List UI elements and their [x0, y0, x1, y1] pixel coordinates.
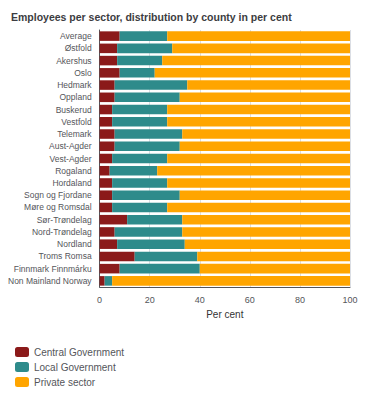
svg-text:Central Government: Central Government	[34, 347, 124, 358]
svg-text:Non Mainland Norway: Non Mainland Norway	[8, 276, 92, 286]
svg-text:20: 20	[145, 295, 155, 305]
svg-text:Troms Romsa: Troms Romsa	[39, 251, 92, 261]
svg-text:0: 0	[97, 295, 102, 305]
svg-text:Per cent: Per cent	[206, 309, 243, 320]
svg-text:Møre og Romsdal: Møre og Romsdal	[24, 202, 92, 212]
svg-text:Oslo: Oslo	[74, 68, 92, 78]
svg-text:40: 40	[195, 295, 205, 305]
svg-text:60: 60	[245, 295, 255, 305]
svg-text:Nord-Trøndelag: Nord-Trøndelag	[32, 227, 92, 237]
svg-text:Akershus: Akershus	[56, 56, 91, 66]
svg-text:100: 100	[342, 295, 357, 305]
svg-text:Buskerud: Buskerud	[56, 105, 92, 115]
svg-text:Rogaland: Rogaland	[55, 166, 92, 176]
svg-text:Employees per sector, distribu: Employees per sector, distribution by co…	[11, 11, 292, 23]
svg-text:Vestfold: Vestfold	[61, 117, 92, 127]
svg-text:Private sector: Private sector	[34, 377, 96, 388]
svg-text:Telemark: Telemark	[57, 129, 92, 139]
svg-text:80: 80	[295, 295, 305, 305]
svg-text:Finnmark Finnmárku: Finnmark Finnmárku	[14, 264, 92, 274]
svg-text:Vest-Agder: Vest-Agder	[50, 154, 92, 164]
svg-text:Local Government: Local Government	[34, 362, 116, 373]
svg-text:Aust-Agder: Aust-Agder	[49, 141, 92, 151]
svg-text:Sør-Trøndelag: Sør-Trøndelag	[37, 215, 92, 225]
svg-text:Average: Average	[60, 31, 92, 41]
svg-text:Oppland: Oppland	[59, 92, 91, 102]
svg-text:Østfold: Østfold	[65, 43, 92, 53]
svg-text:Hedmark: Hedmark	[57, 80, 92, 90]
svg-text:Hordaland: Hordaland	[52, 178, 91, 188]
svg-text:Sogn og Fjordane: Sogn og Fjordane	[24, 190, 92, 200]
svg-text:Nordland: Nordland	[57, 239, 92, 249]
